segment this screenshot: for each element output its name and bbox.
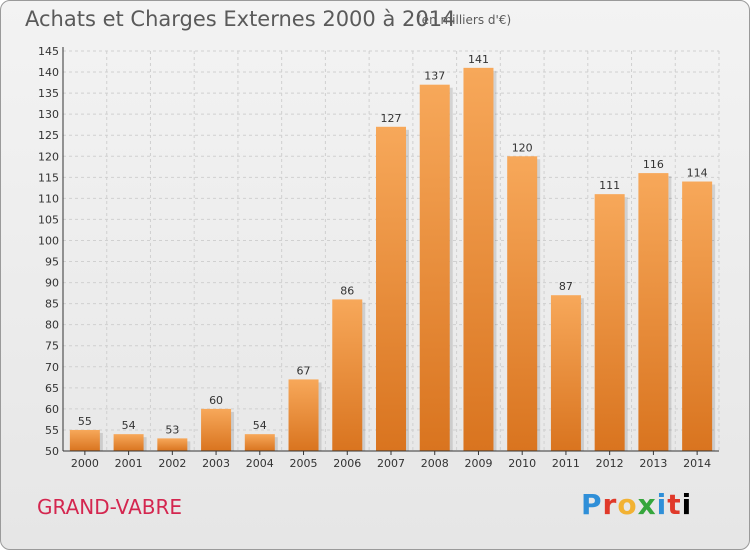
bar-2003 <box>201 408 232 451</box>
y-tick-label: 65 <box>45 382 59 395</box>
logo-letter: i <box>656 488 668 521</box>
bar-2010 <box>507 156 538 451</box>
bar-2011 <box>550 295 581 451</box>
bar-2007 <box>376 126 406 451</box>
logo-letter: i <box>681 488 693 521</box>
logo-letter: o <box>617 488 638 521</box>
bar-2006 <box>332 299 363 451</box>
y-tick-label: 110 <box>38 192 59 205</box>
y-tick-label: 105 <box>38 213 59 226</box>
bar-2014 <box>682 181 713 452</box>
data-label: 54 <box>253 419 267 432</box>
y-tick-label: 85 <box>45 298 59 311</box>
bar-2013 <box>638 173 669 451</box>
y-tick-label: 100 <box>38 234 59 247</box>
data-label: 53 <box>165 423 179 436</box>
x-tick-label: 2001 <box>115 457 143 470</box>
x-tick-label: 2009 <box>464 457 492 470</box>
data-label: 54 <box>122 419 136 432</box>
chart-subtitle: (en milliers d'€) <box>417 13 512 27</box>
y-tick-label: 145 <box>38 45 59 58</box>
data-label: 114 <box>687 167 708 180</box>
y-tick-label: 95 <box>45 256 59 269</box>
y-tick-label: 50 <box>45 445 59 458</box>
y-tick-label: 135 <box>38 87 59 100</box>
bar-2000 <box>69 429 100 451</box>
chart-title: Achats et Charges Externes 2000 à 2014 <box>25 7 456 31</box>
x-tick-label: 2012 <box>596 457 624 470</box>
data-label: 137 <box>424 70 445 83</box>
y-tick-label: 70 <box>45 361 59 374</box>
x-tick-label: 2000 <box>71 457 99 470</box>
bar-2005 <box>288 379 319 451</box>
logo-letter: x <box>637 488 657 521</box>
data-label: 55 <box>78 415 92 428</box>
x-tick-label: 2005 <box>290 457 318 470</box>
data-label: 67 <box>297 364 311 377</box>
data-label: 60 <box>209 394 223 407</box>
y-tick-label: 130 <box>38 108 59 121</box>
data-label: 127 <box>381 112 402 125</box>
y-tick-label: 90 <box>45 277 59 290</box>
logo-letter: r <box>602 488 618 521</box>
x-tick-label: 2013 <box>639 457 667 470</box>
bar-2004 <box>244 434 275 451</box>
y-tick-label: 75 <box>45 340 59 353</box>
x-tick-label: 2006 <box>333 457 361 470</box>
bar-2002 <box>157 438 188 451</box>
y-tick-label: 115 <box>38 171 59 184</box>
data-label: 86 <box>340 284 354 297</box>
x-tick-label: 2014 <box>683 457 711 470</box>
y-tick-label: 80 <box>45 319 59 332</box>
x-tick-label: 2007 <box>377 457 405 470</box>
proxiti-logo: Proxiti <box>581 488 692 521</box>
bar-2009 <box>463 67 494 451</box>
x-tick-label: 2004 <box>246 457 274 470</box>
data-label: 111 <box>599 179 620 192</box>
x-tick-label: 2008 <box>421 457 449 470</box>
bar-2001 <box>113 434 144 451</box>
y-tick-label: 60 <box>45 403 59 416</box>
data-label: 87 <box>559 280 573 293</box>
x-tick-label: 2011 <box>552 457 580 470</box>
commune-name: GRAND-VABRE <box>37 495 183 519</box>
y-tick-label: 125 <box>38 129 59 142</box>
y-tick-label: 120 <box>38 150 59 163</box>
bar-2008 <box>419 84 450 452</box>
y-tick-label: 140 <box>38 66 59 79</box>
bar-2012 <box>594 194 625 451</box>
logo-letter: t <box>667 488 682 521</box>
x-tick-label: 2010 <box>508 457 536 470</box>
x-tick-label: 2003 <box>202 457 230 470</box>
data-label: 120 <box>512 141 533 154</box>
data-label: 116 <box>643 158 664 171</box>
logo-letter: P <box>581 488 603 521</box>
data-label: 141 <box>468 53 489 66</box>
x-tick-label: 2002 <box>158 457 186 470</box>
y-tick-label: 55 <box>45 424 59 437</box>
